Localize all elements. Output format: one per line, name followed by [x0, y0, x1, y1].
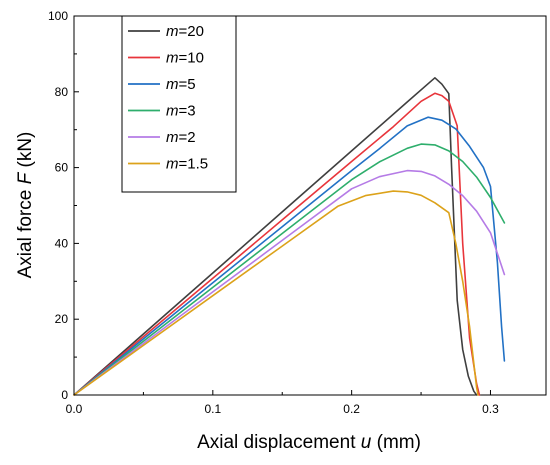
x-axis-title-symbol: u	[361, 432, 372, 453]
series-line-4	[73, 169, 506, 396]
y-tick-label: 40	[55, 236, 69, 250]
x-axis: 0.0 0.1 0.2 0.3	[66, 390, 499, 416]
y-axis-title-symbol: F	[15, 171, 36, 184]
legend-value: =5	[179, 76, 196, 93]
legend-symbol: m	[166, 23, 179, 40]
y-axis-title-suffix: (kN)	[15, 132, 36, 173]
legend-label: m=2	[166, 129, 196, 146]
y-tick-label: 20	[55, 312, 69, 326]
legend-value: =10	[179, 50, 204, 67]
x-tick-label: 0.0	[66, 402, 83, 416]
legend-symbol: m	[166, 103, 179, 120]
legend-value: =20	[179, 23, 204, 40]
legend-label: m=3	[166, 103, 196, 120]
y-tick-label: 0	[61, 388, 68, 402]
legend-label: m=10	[166, 50, 204, 67]
y-tick-label: 80	[55, 85, 69, 99]
x-tick-label: 0.2	[343, 402, 360, 416]
y-axis: 0 20 40 60 80 100	[48, 9, 79, 402]
legend-label: m=1.5	[166, 156, 208, 173]
legend-label: m=20	[166, 23, 204, 40]
y-tick-label: 100	[48, 9, 68, 23]
x-axis-title: Axial displacement u (mm)	[197, 432, 421, 453]
series-line-2	[73, 116, 506, 396]
x-axis-title-prefix: Axial displacement	[197, 432, 361, 453]
legend-symbol: m	[166, 50, 179, 67]
series-line-3	[73, 143, 506, 396]
x-tick-label: 0.3	[482, 402, 499, 416]
legend-label: m=5	[166, 76, 196, 93]
legend-value: =1.5	[179, 156, 209, 173]
legend-value: =3	[179, 103, 196, 120]
y-axis-title: Axial force F (kN)	[15, 132, 36, 279]
y-axis-title-prefix: Axial force	[15, 184, 36, 278]
x-axis-title-suffix: (mm)	[371, 432, 421, 453]
series-layer	[73, 77, 506, 396]
y-tick-label: 60	[55, 161, 69, 175]
legend-symbol: m	[166, 129, 179, 146]
legend: m=20m=10m=5m=3m=2m=1.5	[121, 15, 237, 193]
series-line-0	[73, 77, 478, 396]
legend-symbol: m	[166, 156, 179, 173]
legend-value: =2	[179, 129, 196, 146]
legend-symbol: m	[166, 76, 179, 93]
x-tick-label: 0.1	[204, 402, 221, 416]
series-line-5	[73, 190, 479, 396]
